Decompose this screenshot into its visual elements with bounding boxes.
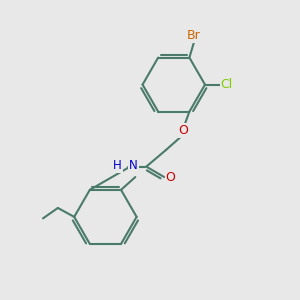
Text: O: O [166,171,176,184]
Text: Br: Br [187,29,201,42]
Text: Cl: Cl [220,78,233,91]
Text: O: O [178,124,188,137]
Text: N: N [129,159,138,172]
Text: H: H [113,159,122,172]
